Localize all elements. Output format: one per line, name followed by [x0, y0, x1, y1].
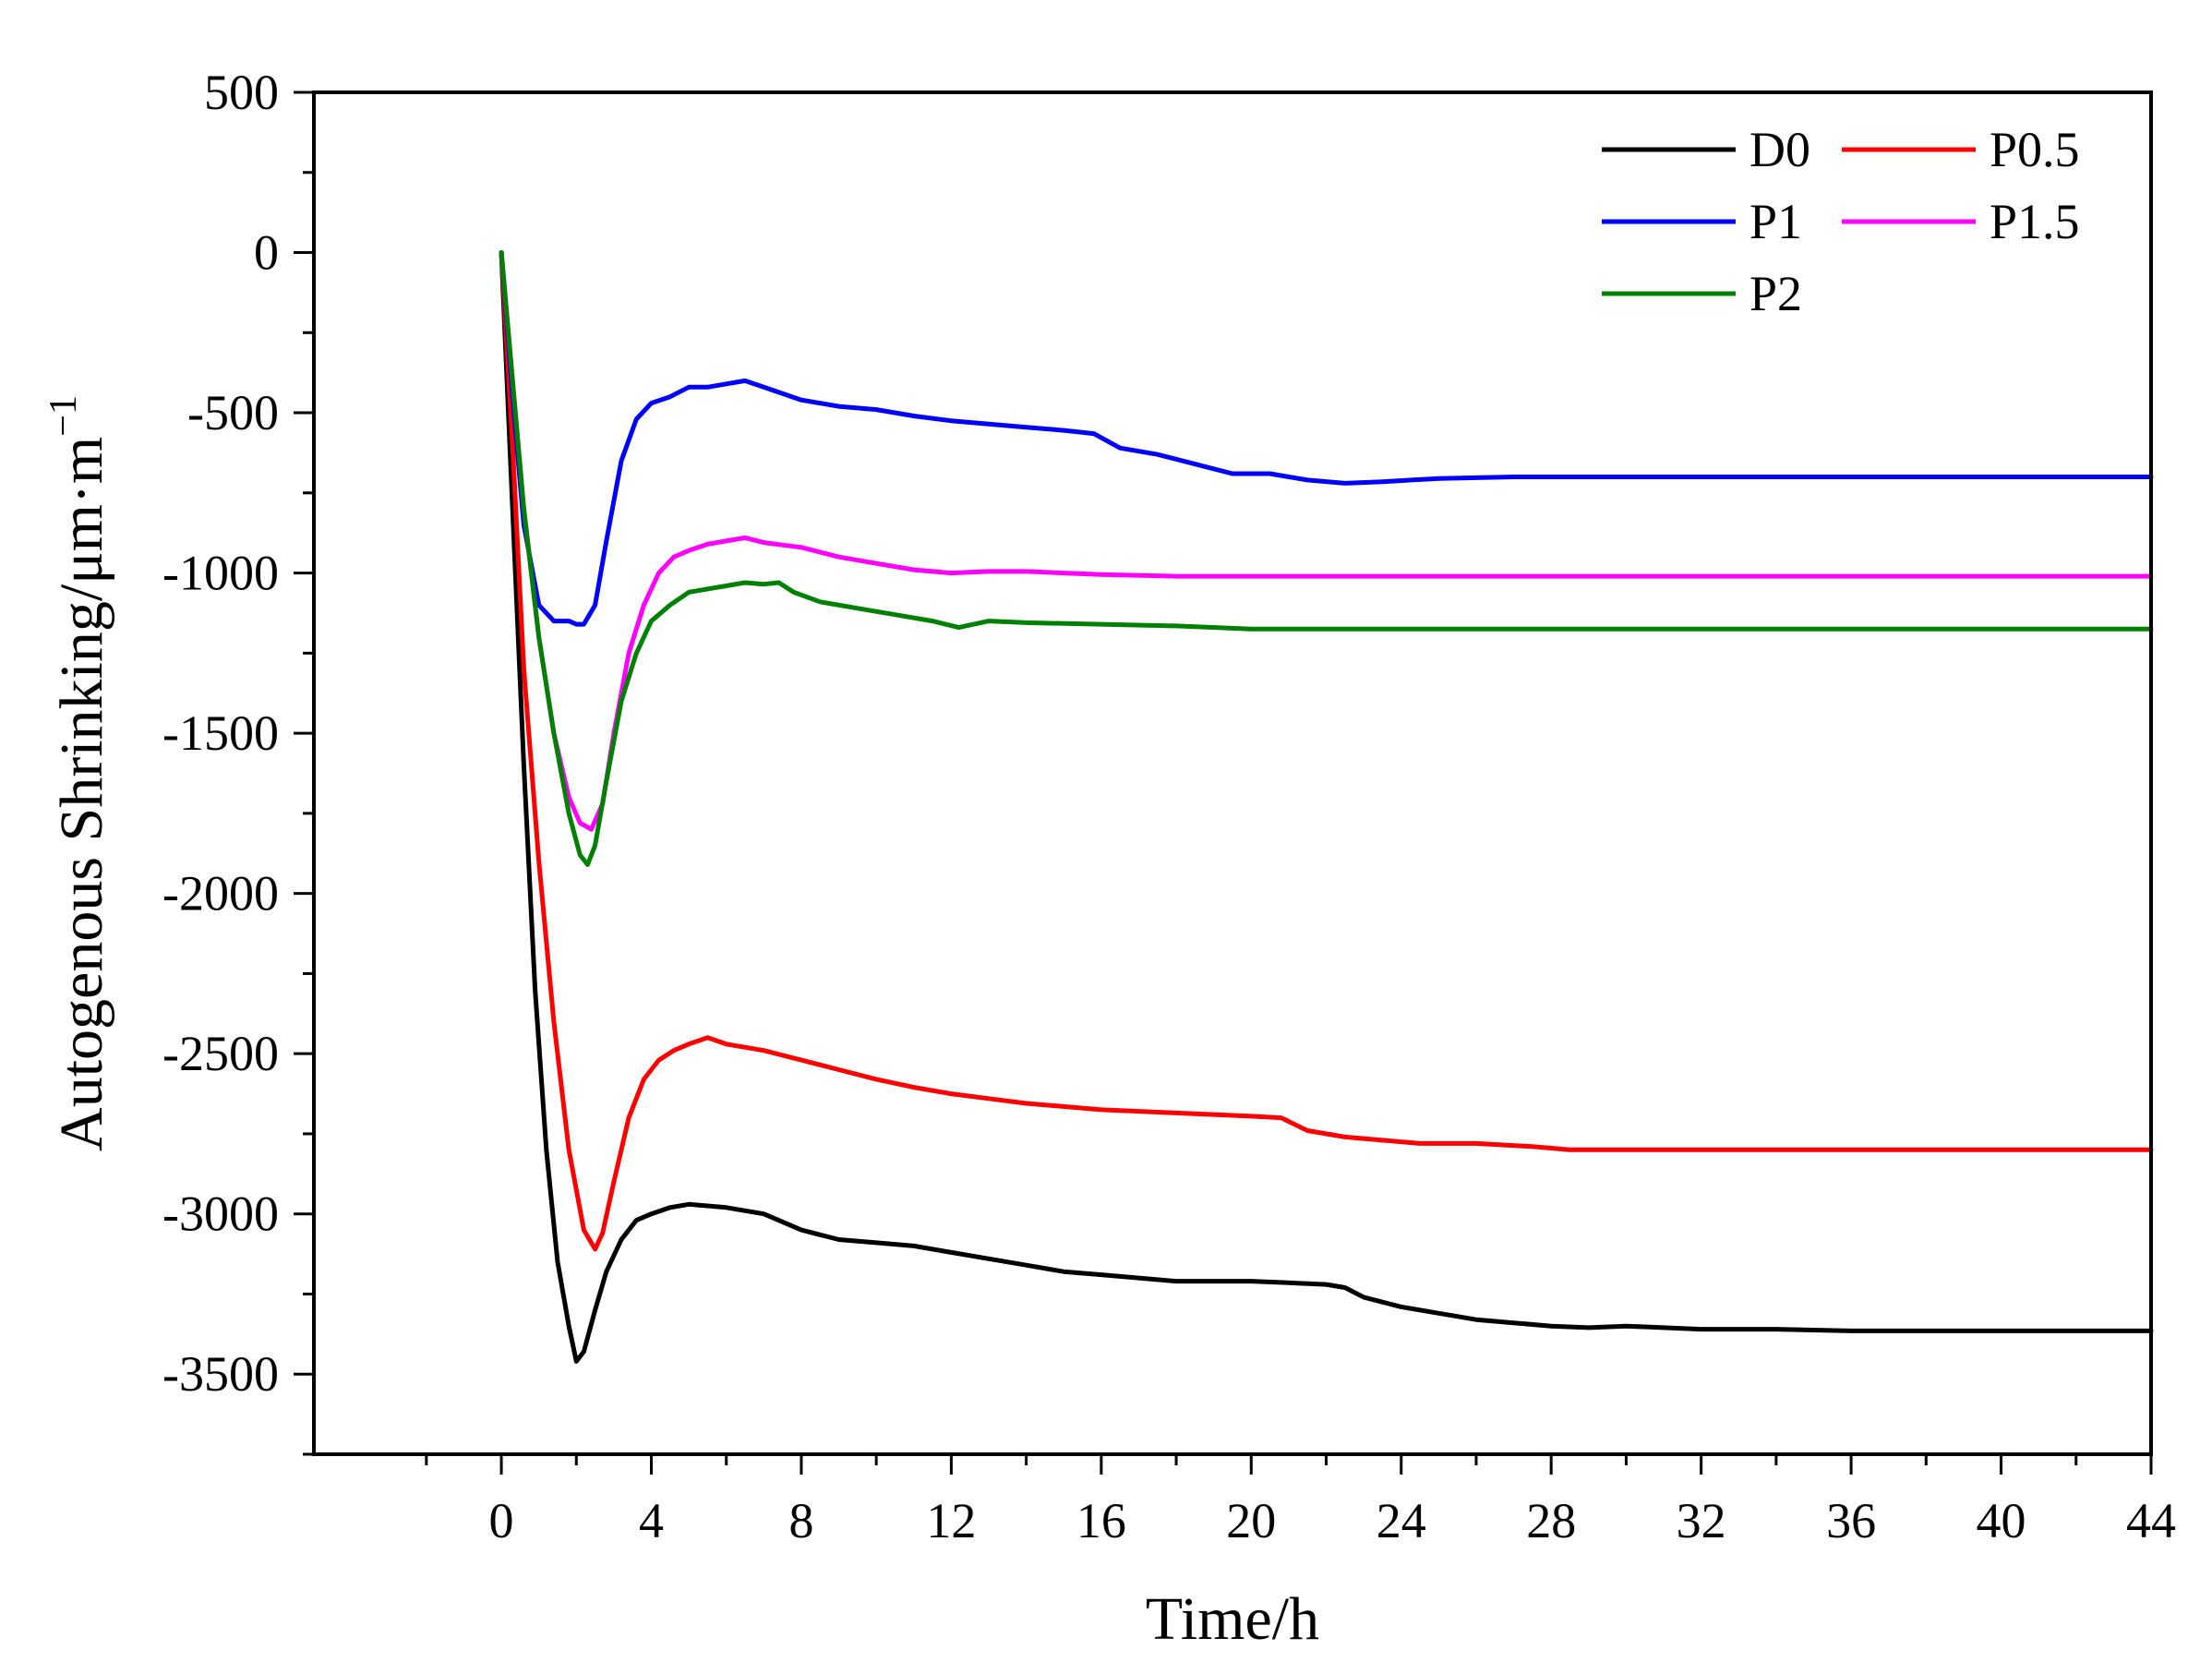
series-line-p1: [499, 250, 2154, 627]
x-tick-label: 8: [788, 1493, 813, 1548]
series-line-p0-5: [499, 250, 2154, 1252]
y-tick-label: 0: [254, 225, 279, 281]
y-tick-label: -1000: [162, 546, 279, 601]
legend-label-p1: P1: [1749, 194, 1802, 249]
y-axis-title-superscript: −1: [42, 395, 85, 437]
y-tick-label: -3500: [162, 1346, 279, 1402]
x-tick-label: 28: [1526, 1493, 1576, 1548]
x-tick-label: 44: [2126, 1493, 2176, 1548]
x-tick-label: 40: [1977, 1493, 2026, 1548]
x-tick-labels: 0 4 8 12 16 20 24 28 32 36 40 44: [489, 1493, 2176, 1548]
x-axis-title: Time/h: [1146, 1585, 1319, 1653]
y-axis-title: Autogenous Shrinking/μm·m−1: [42, 395, 115, 1151]
x-tick-label: 16: [1076, 1493, 1126, 1548]
series-line-d0: [499, 250, 2154, 1364]
y-tick-label: -1500: [162, 705, 279, 761]
x-tick-label: 36: [1826, 1493, 1876, 1548]
series-line-p1-5: [499, 250, 2154, 832]
x-tick-label: 32: [1677, 1493, 1726, 1548]
y-tick-label: 500: [204, 65, 279, 120]
legend: D0 P0.5 P1 P1.5 P2: [1602, 122, 2080, 321]
y-tick-label: -2500: [162, 1026, 279, 1081]
y-tick-labels: 500 0 -500 -1000 -1500 -2000 -2500 -3000 -3500: [162, 65, 279, 1402]
tick-layer: [294, 90, 2153, 1475]
x-tick-label: 12: [926, 1493, 976, 1548]
series-layer: [499, 250, 2154, 1364]
series-line-p2: [499, 250, 2154, 867]
y-tick-label: -2000: [162, 866, 279, 921]
legend-label-d0: D0: [1749, 122, 1810, 177]
y-axis-title-main: Autogenous Shrinking/μm·m: [48, 437, 115, 1151]
x-tick-label: 4: [639, 1493, 664, 1548]
y-tick-label: -3000: [162, 1186, 279, 1242]
legend-label-p2: P2: [1749, 266, 1802, 321]
legend-label-p0-5: P0.5: [1990, 122, 2080, 177]
plot-area-frame: [312, 90, 2153, 1456]
legend-label-p1-5: P1.5: [1990, 194, 2080, 249]
y-tick-label: -500: [187, 385, 279, 440]
x-tick-label: 20: [1226, 1493, 1276, 1548]
x-tick-label: 0: [489, 1493, 514, 1548]
x-tick-label: 24: [1376, 1493, 1426, 1548]
